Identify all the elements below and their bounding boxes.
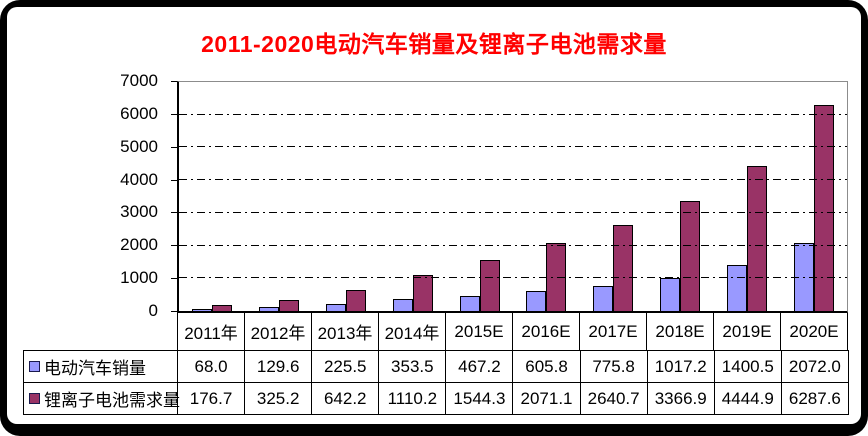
value-cell-battery-demand-2013: 642.2	[312, 383, 380, 414]
x-axis-label-2016: 2016E	[513, 313, 580, 350]
value-cell-ev-sales-2014: 353.5	[379, 351, 447, 382]
x-axis-label-2020: 2020E	[781, 313, 848, 350]
series-label-cell-ev-sales: 电动汽车销量	[24, 351, 178, 382]
x-axis-label-2013: 2013年	[312, 313, 379, 350]
bar-battery-demand-2020	[813, 105, 834, 311]
value-cell-battery-demand-2018: 3366.9	[648, 383, 715, 414]
bar-ev-sales-2014	[392, 299, 413, 311]
bar-battery-demand-2015	[479, 260, 500, 311]
y-axis-label-7000: 7000	[120, 71, 158, 90]
y-axis-label-1000: 1000	[120, 268, 158, 288]
value-cell-battery-demand-2016: 2071.1	[513, 383, 581, 414]
x-axis-label-2015: 2015E	[446, 313, 513, 350]
gridline-3000	[179, 211, 847, 213]
bar-ev-sales-2020	[793, 243, 814, 311]
value-cell-ev-sales-2015: 467.2	[446, 351, 514, 382]
bar-groups-container	[179, 82, 847, 311]
value-cell-battery-demand-2017: 2640.7	[581, 383, 648, 414]
value-cell-battery-demand-2020: 6287.6	[788, 388, 841, 408]
x-axis-label-2018: 2018E	[647, 313, 714, 350]
gridline-6000	[179, 113, 847, 115]
x-axis-label-2014: 2014年	[379, 313, 446, 350]
plot-area	[177, 81, 848, 313]
data-table: 电动汽车销量 68.0 129.6 225.5 353.5 467.2 605.8 775.8…	[23, 350, 849, 415]
x-axis-label-2012: 2012年	[245, 313, 312, 350]
bar-group-2018	[647, 82, 714, 311]
value-cell-battery-demand-2011: 176.7	[178, 383, 246, 414]
value-cell-ev-sales-2013: 225.5	[312, 351, 380, 382]
value-cell-battery-demand-2015: 1544.3	[446, 383, 514, 414]
x-axis-label-2019: 2019E	[714, 313, 781, 350]
value-cell-ev-sales-2019: 1400.5	[715, 351, 782, 382]
bar-ev-sales-2013	[325, 303, 346, 311]
bar-battery-demand-2019	[746, 165, 767, 311]
bar-group-2016	[513, 82, 580, 311]
bar-group-2017	[580, 82, 647, 311]
bar-battery-demand-2012	[279, 300, 300, 311]
table-row-ev-sales: 电动汽车销量 68.0 129.6 225.5 353.5 467.2 605.8 775.8…	[24, 351, 848, 383]
bar-group-2020	[780, 82, 847, 311]
bar-group-2019	[713, 82, 780, 311]
bar-battery-demand-2013	[345, 290, 366, 311]
bar-battery-demand-2017	[613, 224, 634, 311]
y-axis-tick-1000	[171, 278, 177, 279]
y-axis-label-4000: 4000	[120, 169, 158, 189]
bar-battery-demand-2011	[212, 305, 233, 311]
x-axis-label-2011: 2011年	[178, 313, 245, 350]
bar-ev-sales-2012	[259, 306, 280, 311]
y-axis-tick-3000	[171, 212, 177, 213]
y-axis-label-3000: 3000	[120, 202, 158, 222]
y-axis-tick-5000	[171, 147, 177, 148]
y-axis-label-6000: 6000	[120, 103, 158, 123]
value-cell-ev-sales-2017: 775.8	[581, 351, 648, 382]
bar-battery-demand-2016	[546, 243, 567, 311]
value-cell-battery-demand-2019: 4444.9	[715, 383, 782, 414]
y-axis-label-2000: 2000	[120, 235, 158, 255]
bar-group-2015	[446, 82, 513, 311]
table-row-battery-demand: 锂离子电池需求量 176.7 325.2 642.2 1110.2 1544.3 2071.…	[24, 383, 848, 414]
bar-ev-sales-2017	[593, 285, 614, 311]
value-cell-battery-demand-2012: 325.2	[245, 383, 313, 414]
series-label-cell-battery-demand: 锂离子电池需求量	[24, 383, 180, 414]
bar-ev-sales-2016	[526, 291, 547, 311]
y-axis-label-5000: 5000	[120, 136, 158, 156]
bar-ev-sales-2015	[459, 295, 480, 311]
y-axis-tick-7000	[171, 81, 177, 82]
y-axis-label-0: 0	[148, 301, 158, 320]
value-cell-ev-sales-2016: 605.8	[513, 351, 581, 382]
gridline-4000	[179, 179, 847, 181]
x-axis-category-row: 2011年 2012年 2013年 2014年 2015E 2016E 2017E 2018E…	[177, 313, 848, 350]
bar-group-2014	[379, 82, 446, 311]
series-name-ev-sales: 电动汽车销量	[44, 359, 146, 378]
bar-ev-sales-2011	[192, 308, 213, 311]
y-axis-tick-6000	[171, 114, 177, 115]
legend-key-battery-demand	[29, 393, 40, 404]
bar-ev-sales-2019	[726, 265, 747, 311]
bar-group-2013	[313, 82, 380, 311]
value-cell-ev-sales-2011: 68.0	[178, 351, 246, 382]
bar-battery-demand-2014	[412, 274, 433, 311]
y-axis-tick-2000	[171, 245, 177, 246]
series-name-battery-demand: 锂离子电池需求量	[44, 391, 180, 410]
gridline-1000	[179, 277, 847, 279]
value-cell-ev-sales-2020: 2072.0	[788, 356, 841, 376]
bar-battery-demand-2018	[679, 200, 700, 311]
bar-group-2011	[179, 82, 246, 311]
bar-group-2012	[246, 82, 313, 311]
y-axis-tick-0	[171, 311, 177, 312]
chart-title: 2011-2020电动汽车销量及锂离子电池需求量	[201, 31, 667, 57]
value-cell-ev-sales-2018: 1017.2	[648, 351, 715, 382]
y-axis-tick-4000	[171, 180, 177, 181]
gridline-2000	[179, 244, 847, 246]
gridline-5000	[179, 146, 847, 148]
value-cell-ev-sales-2012: 129.6	[245, 351, 313, 382]
value-cell-battery-demand-2014: 1110.2	[379, 383, 447, 414]
x-axis-label-2017: 2017E	[580, 313, 647, 350]
legend-key-ev-sales	[29, 361, 40, 372]
bar-ev-sales-2018	[659, 277, 680, 311]
